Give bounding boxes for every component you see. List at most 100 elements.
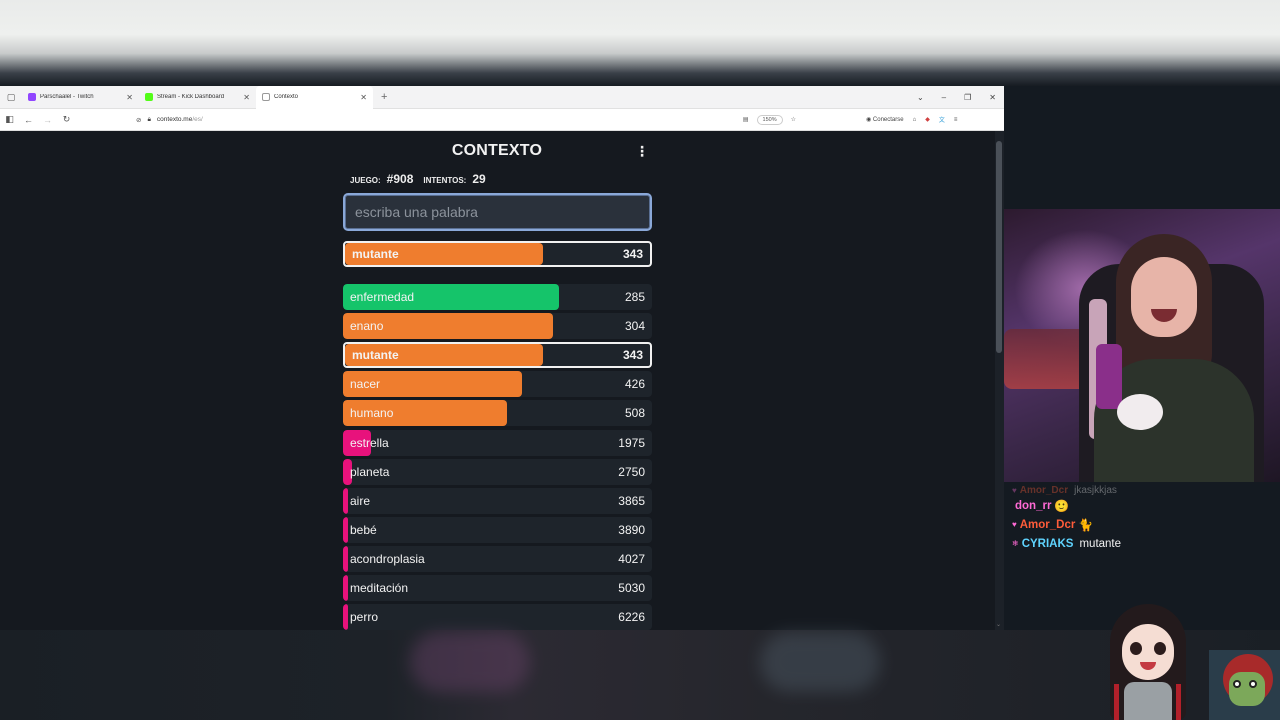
attempts-label: INTENTOS: [423, 176, 467, 185]
guess-word: nacer [350, 377, 381, 392]
guess-row: perro 6226 [343, 604, 652, 630]
chat-message: don_rr 🙂 [1012, 496, 1280, 515]
page-content: CONTEXTO ⋮ JUEGO: #908 INTENTOS: 29 muta… [0, 131, 995, 630]
page-scrollbar[interactable]: ⌄ [995, 131, 1004, 630]
tab-close-icon[interactable]: ✕ [243, 92, 250, 102]
tab-close-icon[interactable]: ✕ [126, 92, 133, 102]
guess-row: enano 304 [343, 313, 652, 340]
last-guess-bar [345, 243, 544, 265]
guess-rank: 2750 [618, 464, 645, 479]
tab-title: Stream - Kick Dashboard [157, 94, 225, 100]
guess-similarity-bar [343, 545, 348, 572]
guess-word: enfermedad [350, 290, 415, 304]
window-controls: ⌄ – ❐ ✕ [917, 93, 1004, 102]
guess-rank: 508 [624, 406, 645, 421]
guess-input[interactable] [343, 193, 652, 231]
address-bar[interactable]: ⊘ 🔒︎ contexto.me/es/ ▤ 150% ☆ [136, 112, 796, 128]
scrollbar-thumb[interactable] [996, 141, 1002, 353]
last-guess-row: mutante 343 [343, 241, 652, 267]
chat-username[interactable]: don_rr [1015, 499, 1052, 512]
tab-actions-icon[interactable]: ▢ [6, 91, 16, 102]
guess-word: humano [350, 406, 394, 421]
guess-row: meditación 5030 [343, 575, 652, 601]
url-host: contexto.me [156, 116, 193, 123]
menu-icon[interactable]: ≡ [953, 116, 958, 123]
guess-row: aire 3865 [343, 487, 652, 514]
guess-word: estrella [350, 435, 389, 450]
sign-in-button[interactable]: ◉ Conectarse [866, 117, 904, 123]
chat-badge-icon: ♥ [1012, 485, 1017, 495]
chat-badge-icon: ♥ [1012, 520, 1017, 529]
blur-patch [760, 632, 880, 692]
tab-close-icon[interactable]: ✕ [360, 92, 367, 102]
tab-title: Contexto [274, 94, 299, 100]
chat-message: ❄ CYRIAKS mutante [1012, 534, 1280, 553]
guess-similarity-bar [343, 400, 507, 427]
minimize-button[interactable]: – [941, 92, 947, 102]
guess-similarity-bar [343, 429, 371, 456]
game-label: JUEGO: [350, 176, 381, 185]
guess-similarity-bar [343, 487, 348, 514]
tab-title: Parschaalel - Twitch [40, 94, 94, 100]
guess-row: enfermedad 285 [343, 284, 652, 310]
forward-button[interactable]: → [43, 114, 52, 125]
browser-window: ▢ Parschaalel - Twitch ✕ Stream - Kick Das… [0, 86, 1004, 630]
restore-button[interactable]: ❐ [964, 92, 972, 102]
guess-word: mutante [352, 348, 399, 363]
anime-avatar [1102, 600, 1194, 720]
guess-word: meditación [350, 581, 409, 595]
tab-bar: ▢ Parschaalel - Twitch ✕ Stream - Kick Das… [0, 86, 1004, 109]
guess-similarity-bar [343, 575, 348, 601]
guess-similarity-bar [343, 604, 348, 630]
zoom-controls: ▤ 150% ☆ [742, 114, 796, 125]
guess-rank: 1975 [618, 435, 645, 450]
zoom-level[interactable]: 150% [756, 114, 783, 125]
scroll-down-arrow[interactable]: ⌄ [996, 622, 1002, 628]
chat-message-text: mutante [1079, 537, 1122, 550]
guess-word: enano [350, 319, 384, 334]
tab-2[interactable]: Stream - Kick Dashboard ✕ [139, 86, 256, 109]
chat-username[interactable]: Amor_Dcr [1019, 484, 1069, 496]
tab-sidebar-icon[interactable]: ◧ [5, 114, 14, 124]
url-path: /es/ [192, 116, 203, 123]
guess-similarity-bar [343, 458, 353, 485]
chat-emote-icon: 🙂 [1054, 498, 1070, 513]
guess-similarity-bar [343, 371, 523, 398]
guess-row: humano 508 [343, 400, 652, 427]
blur-patch [410, 632, 530, 692]
guess-word: bebé [350, 522, 377, 537]
guess-rank: 6226 [618, 610, 645, 625]
tab-favicon-icon [145, 93, 153, 101]
guess-rank: 304 [624, 319, 645, 334]
tab-favicon-icon [28, 93, 36, 101]
guess-rank: 3890 [618, 522, 645, 537]
attempts-count: 29 [472, 172, 486, 186]
guess-similarity-bar [343, 313, 554, 340]
guess-word: aire [350, 493, 371, 508]
reload-button[interactable]: ↻ [62, 114, 71, 124]
site-info-icon[interactable]: ⊘ [136, 116, 142, 124]
tab-3[interactable]: Contexto ✕ [256, 86, 373, 109]
tab-search-icon[interactable]: ⌄ [916, 92, 924, 102]
guess-word: planeta [350, 464, 390, 479]
guess-word: acondroplasia [350, 551, 425, 566]
game-number: #908 [386, 172, 414, 186]
tab-1[interactable]: Parschaalel - Twitch ✕ [22, 86, 139, 109]
chat-username[interactable]: CYRIAKS [1021, 537, 1074, 550]
navigation-bar: ◧ ← → ↻ ⊘ 🔒︎ contexto.me/es/ ▤ 150% ☆ ◉ … [0, 109, 1004, 131]
chat-username[interactable]: Amor_Dcr [1019, 518, 1076, 531]
extension-red-icon[interactable]: ◆ [925, 117, 930, 123]
extensions-icon[interactable]: ⌂ [912, 116, 917, 123]
last-guess-rank: 343 [622, 247, 643, 261]
close-window-button[interactable]: ✕ [989, 92, 996, 102]
extension-translate-icon[interactable]: 文 [938, 118, 945, 124]
reader-view-icon[interactable]: ▤ [742, 117, 749, 123]
more-options-icon[interactable]: ⋮ [635, 143, 649, 159]
guess-row: nacer 426 [343, 371, 652, 398]
new-tab-button[interactable]: + [381, 91, 388, 103]
back-button[interactable]: ← [24, 114, 33, 125]
toolbar-right: ◉ Conectarse ⌂ ◆ 文 ≡ [866, 115, 965, 125]
guess-row: estrella 1975 [343, 429, 652, 456]
favorite-star-icon[interactable]: ☆ [790, 117, 796, 123]
chat-emote-icon: 🐈 [1078, 517, 1094, 532]
